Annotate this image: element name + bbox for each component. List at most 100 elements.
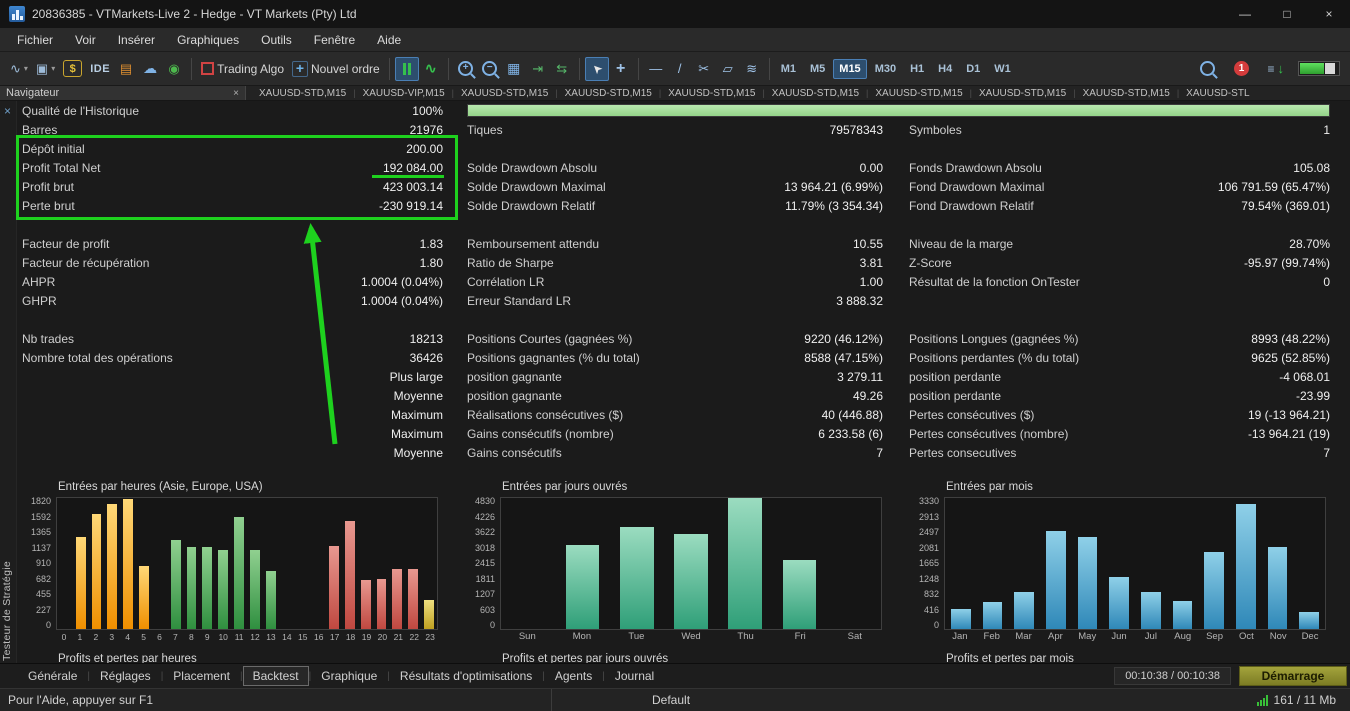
tester-tab-agents[interactable]: Agents (545, 666, 602, 686)
y-tick-label: 227 (36, 606, 51, 615)
arrange-horizontal-button[interactable]: ⇥ (526, 57, 550, 81)
navigator-close-icon[interactable]: × (233, 88, 239, 99)
stat-label: Gains consécutifs (467, 446, 562, 460)
cut-tool-button[interactable]: ✂ (692, 57, 716, 81)
chart-tab[interactable]: XAUUSD-STL (1179, 88, 1256, 99)
stat-value: 21976 (410, 123, 443, 137)
ide-button[interactable]: IDE (86, 57, 114, 81)
bar-slot (1198, 498, 1230, 629)
timeframe-d1[interactable]: D1 (960, 59, 986, 79)
bar-slot (1293, 498, 1325, 629)
menu-graphiques[interactable]: Graphiques (166, 28, 250, 51)
y-tick-label: 3622 (475, 528, 495, 537)
cloud-button[interactable]: ☁ (138, 57, 162, 81)
close-button[interactable]: × (1308, 0, 1350, 28)
ide-label: IDE (90, 63, 110, 75)
menu-outils[interactable]: Outils (250, 28, 303, 51)
tester-tab-placement[interactable]: Placement (163, 666, 240, 686)
x-tick-label: 21 (390, 632, 406, 642)
chart-tab[interactable]: XAUUSD-STD,M15 (972, 88, 1073, 99)
chart-tab[interactable]: XAUUSD-STD,M15 (1076, 88, 1177, 99)
x-tick-label: Tue (609, 631, 664, 642)
zoom-in-button[interactable]: + (454, 57, 478, 81)
horizontal-line-tool-button[interactable]: ― (644, 57, 668, 81)
chart-tab[interactable]: XAUUSD-STD,M15 (252, 88, 353, 99)
stat-value: 7 (1323, 446, 1330, 460)
menu-fen-tre[interactable]: Fenêtre (303, 28, 366, 51)
stat-value: 8993 (48.22%) (1251, 332, 1330, 346)
report-cell: Tiques79578343 (455, 123, 895, 137)
chart-tab[interactable]: XAUUSD-VIP,M15 (356, 88, 452, 99)
tester-tab-journal[interactable]: Journal (605, 666, 664, 686)
waves-tool-button[interactable]: ≋ (740, 57, 764, 81)
stat-label: Gains consécutifs (nombre) (467, 427, 614, 441)
report-row: AHPR1.0004 (0.04%)Corrélation LR1.00Résu… (0, 272, 1350, 291)
tester-tab-g-n-rale[interactable]: Générale (18, 666, 87, 686)
stat-value: Maximum (391, 427, 443, 441)
zoom-out-button[interactable]: − (478, 57, 502, 81)
charts-row: Entrées par heures (Asie, Europe, USA) 1… (0, 481, 1350, 663)
toolbar-right-group: 1 ≡↓ (1195, 57, 1344, 81)
stat-value: 3.81 (860, 256, 883, 270)
menu-ins-rer[interactable]: Insérer (107, 28, 166, 51)
menu-fichier[interactable]: Fichier (6, 28, 64, 51)
menu-voir[interactable]: Voir (64, 28, 107, 51)
report-row: MaximumRéalisations consécutives ($)40 (… (0, 405, 1350, 424)
chart-subtitle: Profits et pertes par heures (58, 653, 438, 663)
arrange-vertical-button[interactable]: ⇆ (550, 57, 574, 81)
y-tick-label: 2497 (919, 528, 939, 537)
new-order-button[interactable]: +Nouvel ordre (288, 57, 384, 81)
maximize-button[interactable]: □ (1266, 0, 1308, 28)
bar-Sep (1204, 552, 1224, 629)
tester-tab-graphique[interactable]: Graphique (311, 666, 387, 686)
shape-tool-button[interactable]: ▱ (716, 57, 740, 81)
timeframe-m30[interactable]: M30 (869, 59, 902, 79)
timeframe-w1[interactable]: W1 (988, 59, 1017, 79)
timeframe-m15[interactable]: M15 (833, 59, 866, 79)
chart-tab[interactable]: XAUUSD-STD,M15 (558, 88, 659, 99)
community-button[interactable]: ◉ (162, 57, 186, 81)
notifications-button[interactable]: 1 (1229, 57, 1253, 81)
timeframe-h4[interactable]: H4 (932, 59, 958, 79)
tick-chart-button[interactable]: ∿ (419, 57, 443, 81)
report-cell: Maximum (0, 408, 455, 422)
cursor-tool-button[interactable]: ➤ (585, 57, 609, 81)
panel-close-icon[interactable]: × (4, 104, 11, 118)
chart-tab[interactable]: XAUUSD-STD,M15 (765, 88, 866, 99)
chart-tab[interactable]: XAUUSD-STD,M15 (661, 88, 762, 99)
market-book-button[interactable]: ▤ (114, 57, 138, 81)
timeframe-m5[interactable]: M5 (804, 59, 831, 79)
pause-test-button[interactable] (395, 57, 419, 81)
bar-18 (345, 521, 355, 629)
search-button[interactable] (1195, 57, 1219, 81)
report-cell: Plus large (0, 370, 455, 384)
stat-label: position perdante (909, 370, 1001, 384)
chart-x-axis: 01234567891011121314151617181920212223 (56, 630, 438, 643)
chart-layout-button[interactable]: ▣▾ (32, 57, 59, 81)
crosshair-tool-button[interactable]: + (609, 57, 633, 81)
x-tick-label: 14 (279, 632, 295, 642)
chart-tab[interactable]: XAUUSD-STD,M15 (454, 88, 555, 99)
stat-value: 0.00 (860, 161, 883, 175)
trading-algo-button[interactable]: Trading Algo (197, 57, 288, 81)
market-depth-button[interactable]: ≡↓ (1263, 57, 1288, 81)
trendline-tool-button[interactable]: / (668, 57, 692, 81)
timeframe-m1[interactable]: M1 (775, 59, 802, 79)
menu-aide[interactable]: Aide (366, 28, 412, 51)
start-button[interactable]: Démarrage (1239, 666, 1347, 686)
chart-tab[interactable]: XAUUSD-STD,M15 (868, 88, 969, 99)
x-tick-label: Nov (1262, 631, 1294, 642)
tester-tab-r-sultats-d-optimisations[interactable]: Résultats d'optimisations (390, 666, 542, 686)
bar-slot (89, 498, 105, 629)
minimize-button[interactable]: — (1224, 0, 1266, 28)
tile-windows-button[interactable]: ▦ (502, 57, 526, 81)
profile-selector[interactable]: Default (552, 693, 690, 707)
report-cell: Positions gagnantes (% du total)8588 (47… (455, 351, 895, 365)
stat-value: 105.08 (1293, 161, 1330, 175)
chart-type-button[interactable]: ∿▾ (6, 57, 32, 81)
tester-tab-backtest[interactable]: Backtest (243, 666, 309, 686)
account-funds-button[interactable]: $ (59, 57, 86, 81)
timeframe-h1[interactable]: H1 (904, 59, 930, 79)
tester-tab-r-glages[interactable]: Réglages (90, 666, 161, 686)
stat-value: Moyenne (394, 389, 443, 403)
